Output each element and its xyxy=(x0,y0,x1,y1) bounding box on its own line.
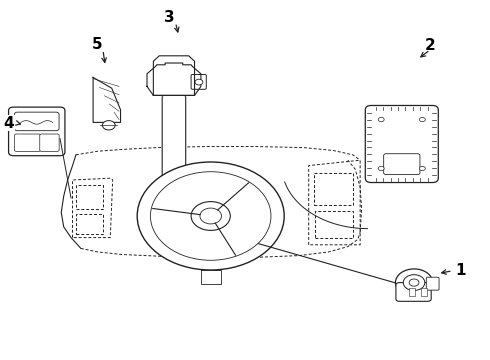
FancyBboxPatch shape xyxy=(162,95,186,215)
Circle shape xyxy=(378,117,384,122)
Circle shape xyxy=(195,79,203,85)
FancyBboxPatch shape xyxy=(396,283,431,301)
Circle shape xyxy=(102,121,115,130)
Text: 2: 2 xyxy=(425,37,436,53)
Circle shape xyxy=(150,172,271,260)
Circle shape xyxy=(419,166,425,171)
Circle shape xyxy=(409,279,419,286)
Circle shape xyxy=(137,162,284,270)
Circle shape xyxy=(191,202,230,230)
Bar xyxy=(409,288,415,296)
Circle shape xyxy=(378,166,384,171)
Circle shape xyxy=(403,275,425,291)
FancyBboxPatch shape xyxy=(426,277,439,290)
FancyBboxPatch shape xyxy=(14,112,59,131)
FancyBboxPatch shape xyxy=(365,105,438,183)
Polygon shape xyxy=(93,77,121,122)
Bar xyxy=(421,288,427,296)
FancyBboxPatch shape xyxy=(384,154,420,175)
Circle shape xyxy=(395,269,433,296)
Circle shape xyxy=(200,208,221,224)
Polygon shape xyxy=(153,56,195,95)
FancyBboxPatch shape xyxy=(8,107,65,156)
Circle shape xyxy=(419,117,425,122)
FancyBboxPatch shape xyxy=(14,134,41,151)
Text: 4: 4 xyxy=(3,116,14,131)
FancyBboxPatch shape xyxy=(191,75,206,89)
Text: 5: 5 xyxy=(92,37,102,52)
Polygon shape xyxy=(147,63,201,95)
FancyBboxPatch shape xyxy=(40,134,59,151)
Text: 1: 1 xyxy=(455,263,466,278)
Text: 3: 3 xyxy=(164,10,174,26)
